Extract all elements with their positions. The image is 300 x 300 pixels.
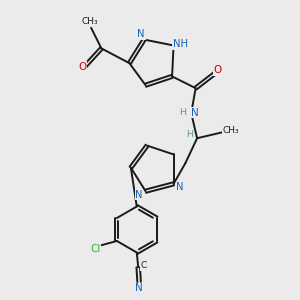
Text: N: N <box>137 29 145 39</box>
Text: O: O <box>78 62 86 72</box>
Text: C: C <box>140 261 147 270</box>
Text: NH: NH <box>172 39 188 49</box>
Text: CH₃: CH₃ <box>223 126 239 135</box>
Text: H: H <box>186 130 193 139</box>
Text: N: N <box>176 182 184 192</box>
Text: Cl: Cl <box>90 244 100 254</box>
Text: O: O <box>214 65 222 76</box>
Text: N: N <box>191 108 199 118</box>
Text: H: H <box>179 108 187 117</box>
Text: N: N <box>135 190 143 200</box>
Text: CH₃: CH₃ <box>81 17 98 26</box>
Text: N: N <box>135 284 143 293</box>
